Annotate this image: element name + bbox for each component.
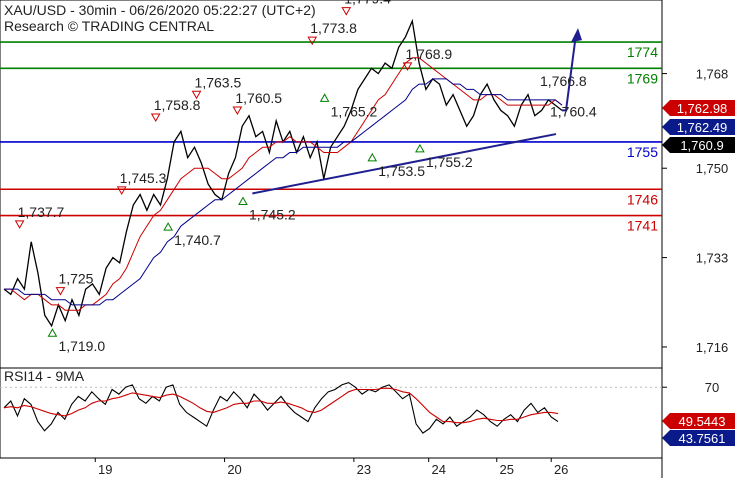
x-tick-label: 20 [227,462,241,477]
high-marker [232,106,243,116]
annotation-1,758.8: 1,758.8 [154,97,201,113]
rsi-panel-frame [0,367,663,459]
rsi-badge-0 [662,413,735,429]
annotation-1,737.7: 1,737.7 [18,204,65,220]
low-marker [238,196,248,205]
high-marker [191,90,202,100]
price-badge-1 [662,119,735,135]
low-marker [415,143,425,153]
annotation-1,745.3: 1,745.3 [120,170,167,186]
annotation-1,766.8: 1,766.8 [540,73,587,89]
high-marker [150,113,161,122]
annotation-1,745.2: 1,745.2 [249,206,296,222]
chart-title: XAU/USD - 30min - 06/26/2020 05:22:27 (U… [4,2,316,18]
price-badge-text: 1,760.9 [680,138,723,153]
axes: 1,768 1,750 1,733 1,716 70 19 20 23 24 25 26 [94,67,729,477]
rsi-badge-text: 49.5443 [679,414,726,429]
rsi-badge-text: 43.7561 [679,431,726,446]
level-label-1746: 1746 [627,191,658,207]
high-marker [116,186,127,195]
low-marker [47,328,58,337]
annotation-1,719.0: 1,719.0 [58,338,105,354]
annotation-1,760.5: 1,760.5 [235,90,282,106]
low-marker [319,93,330,102]
annotation-1,740.7: 1,740.7 [174,232,221,248]
price-badge-0 [662,100,735,116]
trendlines [252,28,582,195]
x-tick-label: 19 [98,462,112,477]
x-tick-label: 23 [357,462,371,477]
level-label-1755: 1755 [627,144,658,160]
price-badge-text: 1,762.98 [677,101,728,116]
price-badge-text: 1,762.49 [677,120,728,135]
level-label-1741: 1741 [627,218,658,234]
price-series [3,18,563,328]
annotation-1,760.4: 1,760.4 [550,104,597,120]
price-badge-2 [662,137,735,153]
high-marker [55,287,66,296]
annotation-1,755.2: 1,755.2 [426,154,473,170]
x-tick-label: 25 [500,462,514,477]
rsi-title: RSI14 - 9MA [4,368,85,384]
rsi-series-rsi [3,381,559,434]
level-label-1774: 1774 [627,44,658,60]
annotations: 1,737.7 1,725 1,719.0 1,745.3 1,758.8 1,740.7… [14,0,597,354]
series-ma_slow [4,78,563,306]
annotation-1,779.4: 1,779.4 [344,0,391,7]
x-tick-label: 26 [554,462,568,477]
annotation-1,768.9: 1,768.9 [405,46,452,62]
annotation-1,773.8: 1,773.8 [310,20,357,36]
annotation-1,725: 1,725 [58,271,93,287]
high-marker [341,7,352,16]
rsi-series-rsi_ma [3,387,559,424]
x-tick-label: 24 [431,462,445,477]
price-badges: 1,762.98 1,762.49 1,760.9 49.5443 43.7561 [662,100,735,446]
rsi-series [0,381,662,434]
annotation-1,753.5: 1,753.5 [378,163,425,179]
rsi-badge-1 [662,430,735,446]
level-label-1769: 1769 [627,70,658,86]
rsi-y-tick-label: 70 [705,380,719,395]
series-ma_fast [4,57,563,311]
y-tick-label: 1,768 [696,67,729,82]
low-marker [163,222,173,231]
target-arrow-line [562,34,577,112]
high-marker [14,220,25,229]
price-panel-frame [0,0,663,369]
y-tick-label: 1,733 [696,251,729,266]
target-arrow-head [571,28,582,43]
y-tick-label: 1,750 [696,161,729,176]
annotation-1,763.5: 1,763.5 [195,74,242,90]
support-resistance-levels: 1774 1769 1755 1746 1741 [0,41,662,234]
chart-subtitle: Research © TRADING CENTRAL [4,18,214,34]
high-marker [402,62,413,71]
support-trendline [252,133,557,195]
low-marker [367,152,378,162]
high-marker [307,36,318,46]
y-tick-label: 1,716 [696,340,729,355]
annotation-1,765.2: 1,765.2 [331,103,378,119]
